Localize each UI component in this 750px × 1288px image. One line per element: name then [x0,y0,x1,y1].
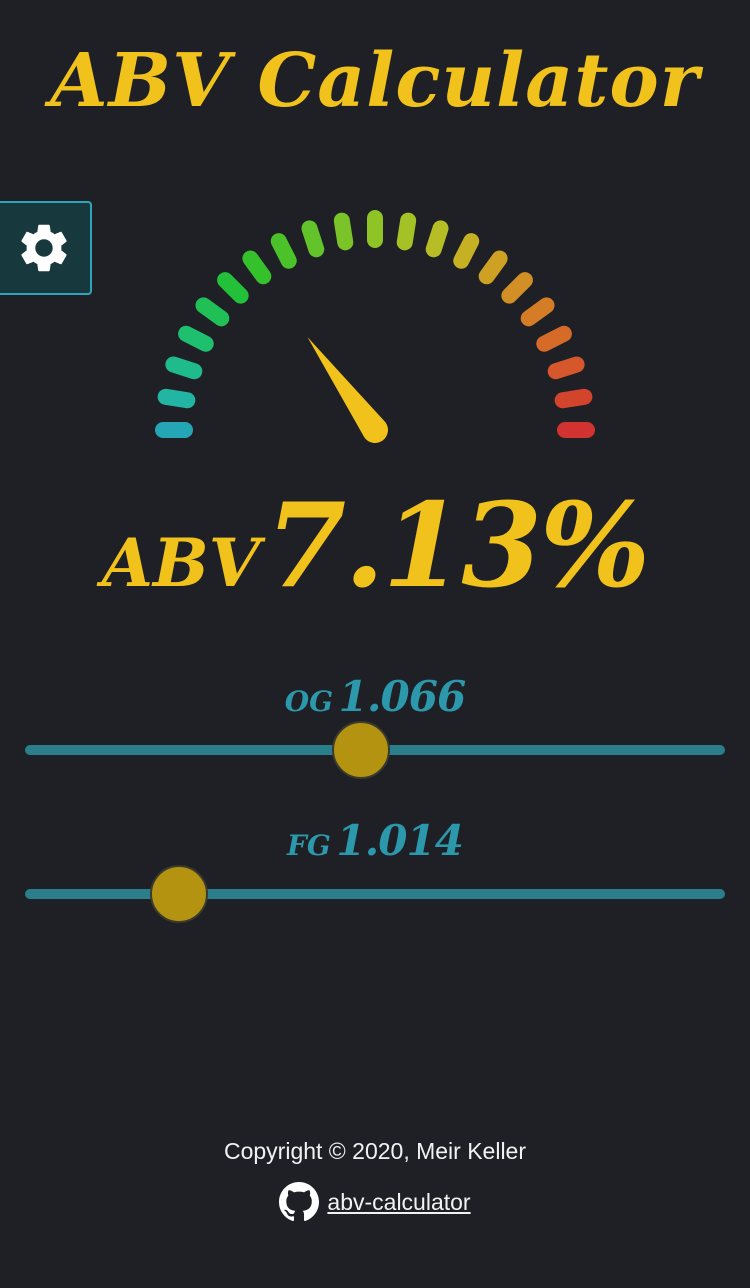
gauge-tick [270,233,297,269]
gauge-tick [478,250,508,285]
gauge-tick [396,212,417,251]
repo-link[interactable]: abv-calculator [327,1188,471,1215]
fg-slider-track[interactable] [25,889,725,899]
gauge-tick [536,325,572,352]
page-title: ABV Calculator [50,38,700,124]
og-slider[interactable] [25,720,725,780]
abv-gauge [155,210,595,443]
gauge-tick [333,212,354,251]
copyright-text: Copyright © 2020, Meir Keller [223,1138,527,1164]
fg-label-text: FG [287,829,331,862]
fg-value: 1.014 [336,816,464,865]
gauge-tick [547,356,585,380]
og-value: 1.066 [338,672,467,721]
og-label-text: OG [284,685,334,718]
abv-value: 7.13% [265,478,651,614]
abv-readout: ABV 7.13% [0,478,750,614]
gauge-tick [242,250,272,285]
github-icon[interactable] [279,1182,320,1222]
gauge-tick [165,356,203,380]
fg-slider[interactable] [25,864,725,924]
gauge-tick [195,297,230,327]
gauge-tick [453,233,480,269]
abv-label: ABV [101,524,260,602]
gauge-tick [217,272,249,304]
fg-slider-thumb[interactable] [150,865,208,923]
gear-icon [21,224,67,272]
gauge-tick [425,220,449,258]
settings-button[interactable] [0,201,92,295]
fg-label: FG 1.014 [0,816,750,865]
gauge-tick [520,297,555,327]
og-label: OG 1.066 [0,672,750,721]
repo-link-row: abv-calculator [0,1182,750,1222]
gauge-tick [157,388,196,409]
gauge-needle [307,336,388,443]
gauge-tick [501,272,533,304]
gauge-tick [301,220,325,258]
gauge-tick [554,388,593,409]
gauge-tick [178,325,214,352]
og-slider-thumb[interactable] [332,721,390,779]
